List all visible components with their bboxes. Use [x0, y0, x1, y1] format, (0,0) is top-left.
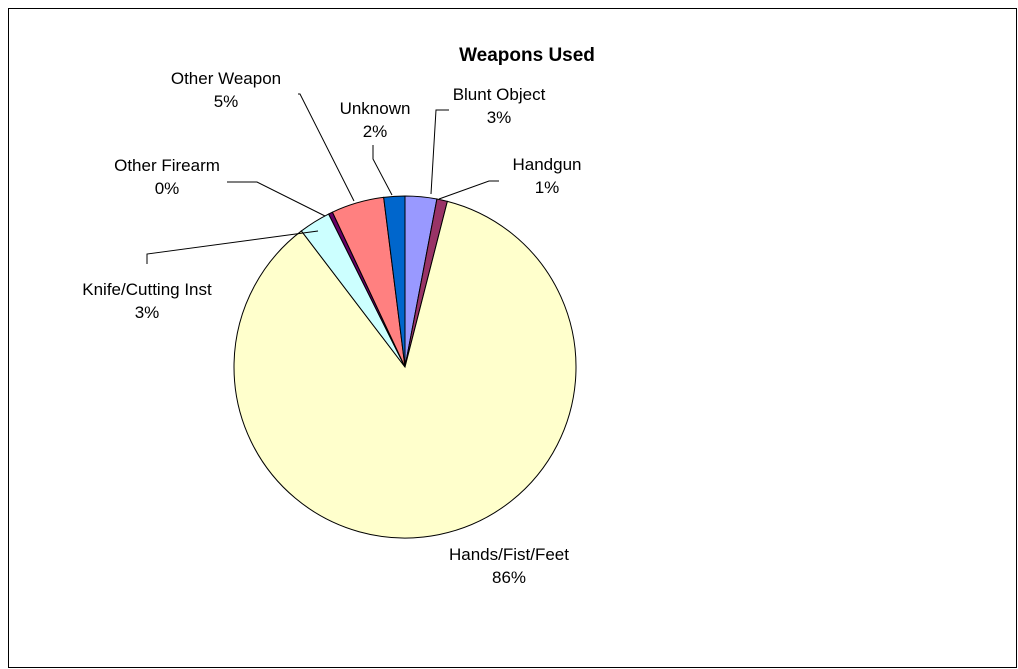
slice-name-label-handgun: Handgun [512, 155, 581, 174]
pie-slices [233, 195, 577, 539]
leader-line-unknown [372, 145, 393, 196]
leader-lines [146, 93, 499, 264]
slice-name-label-other-firearm: Other Firearm [114, 156, 220, 175]
leader-line-handgun [438, 180, 499, 200]
slice-name-label-unknown: Unknown [340, 99, 411, 118]
slice-percent-label-other-firearm: 0% [155, 179, 180, 198]
pie-chart: Weapons Used Blunt Object 3% Handgun 1% Hand… [82, 45, 595, 587]
slice-percent-label-blunt-object: 3% [487, 108, 512, 127]
leader-line-other-firearm [227, 181, 326, 217]
leader-line-knife-cutting-inst [146, 230, 319, 264]
slice-name-label-other-weapon: Other Weapon [171, 69, 281, 88]
slice-name-label-hands-fist-feet: Hands/Fist/Feet [449, 545, 569, 564]
pie-slice-unknown [383, 195, 406, 368]
chart-title: Weapons Used [459, 45, 595, 66]
leader-line-blunt-object [430, 109, 449, 195]
slice-name-label-knife-cutting-inst: Knife/Cutting Inst [82, 280, 212, 299]
slice-name-label-blunt-object: Blunt Object [453, 85, 546, 104]
slice-labels: Blunt Object 3% Handgun 1% Hands/Fist/Feet 86… [82, 69, 581, 587]
slice-percent-label-other-weapon: 5% [214, 92, 239, 111]
slice-percent-label-handgun: 1% [535, 178, 560, 197]
pie-slice-hands-fist-feet [233, 200, 577, 539]
chart-frame: Weapons Used Blunt Object 3% Handgun 1% Hand… [8, 8, 1017, 668]
leader-line-other-weapon [298, 93, 355, 202]
slice-percent-label-unknown: 2% [363, 122, 388, 141]
slice-percent-label-hands-fist-feet: 86% [492, 568, 526, 587]
slice-percent-label-knife-cutting-inst: 3% [135, 303, 160, 322]
